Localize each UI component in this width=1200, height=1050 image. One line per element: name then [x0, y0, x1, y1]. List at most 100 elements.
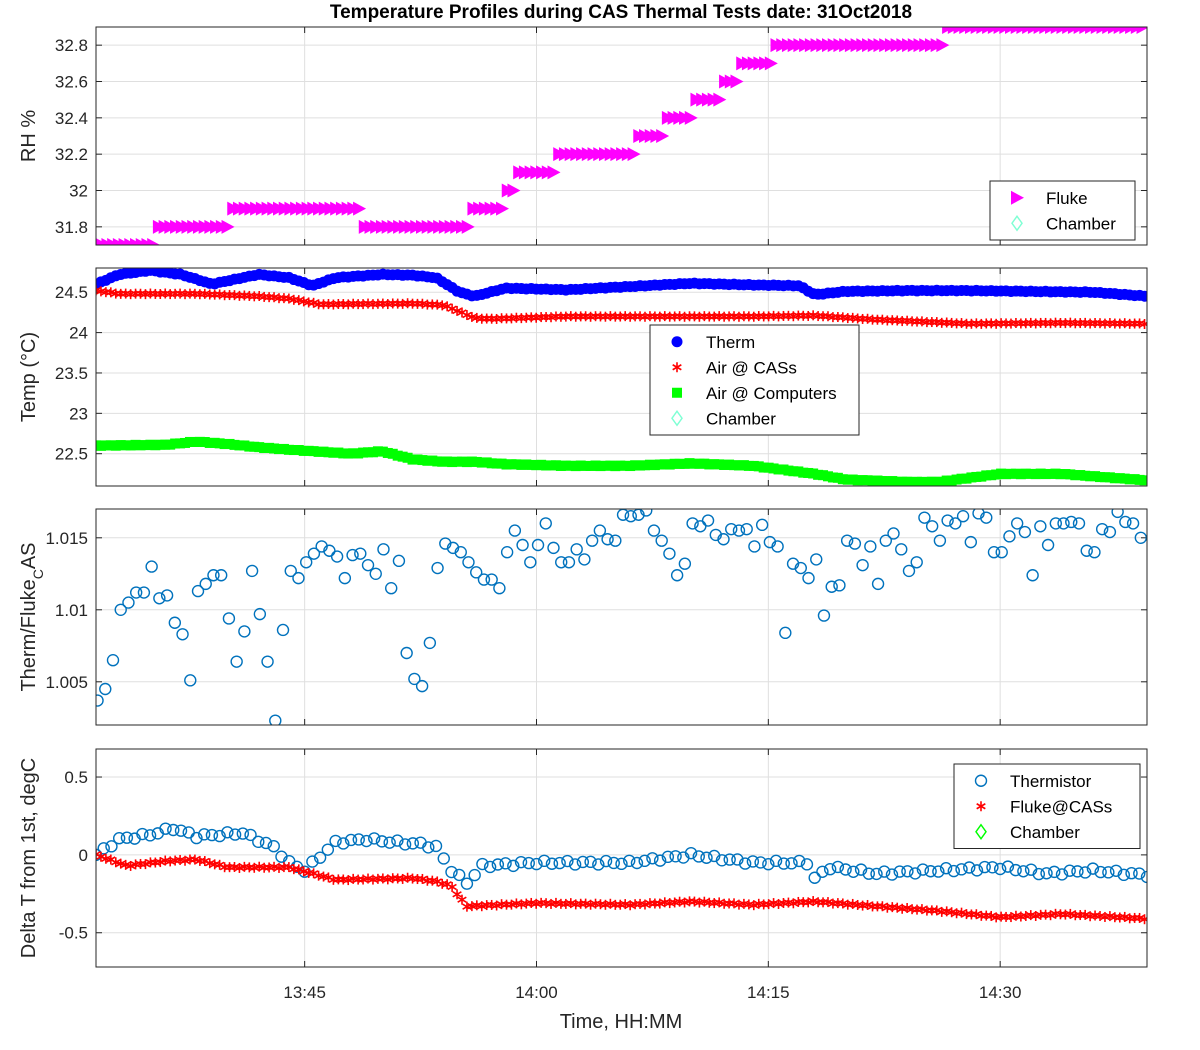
plot-area	[96, 509, 1147, 725]
data-point	[462, 310, 472, 321]
data-point	[1133, 867, 1146, 880]
data-point	[97, 842, 110, 855]
data-point	[661, 850, 675, 864]
data-point	[995, 546, 1008, 559]
data-point	[221, 826, 234, 839]
data-point	[701, 514, 715, 527]
legend-label: Thermistor	[1010, 772, 1092, 791]
data-point	[732, 524, 746, 537]
data-point	[932, 905, 942, 916]
data-point	[627, 147, 641, 162]
data-point	[871, 577, 885, 591]
data-point	[941, 514, 954, 527]
legend-marker	[672, 362, 682, 373]
data-point	[207, 569, 220, 582]
data-point	[1065, 515, 1078, 529]
data-point	[963, 861, 976, 874]
data-point	[491, 858, 505, 871]
data-point	[338, 571, 352, 585]
data-point	[1139, 914, 1147, 925]
data-point	[877, 901, 888, 912]
y-axis-label: Therm/FlukeCAS	[18, 542, 46, 691]
data-point	[236, 827, 250, 840]
data-point	[833, 579, 846, 592]
y-tick-label: 32.2	[55, 145, 88, 164]
data-point	[417, 873, 428, 884]
y-tick-label: 0.5	[64, 768, 88, 787]
data-point	[400, 646, 413, 660]
data-point	[346, 548, 359, 562]
data-point	[986, 910, 996, 921]
data-point	[462, 556, 475, 569]
data-point	[578, 553, 591, 566]
data-point	[160, 589, 174, 602]
data-point	[361, 558, 375, 572]
data-layer	[96, 509, 1147, 725]
data-point	[337, 837, 350, 850]
series-air-cass	[96, 285, 1147, 330]
data-point	[452, 305, 462, 316]
y-tick-label: 24	[69, 324, 88, 343]
data-point	[647, 524, 661, 537]
data-point	[122, 596, 135, 609]
data-point	[971, 909, 982, 920]
data-point	[1063, 864, 1076, 877]
data-point	[191, 584, 205, 598]
y-tick-label: 32.6	[55, 73, 88, 92]
data-point	[1041, 538, 1055, 552]
data-point	[422, 841, 435, 854]
data-point	[623, 854, 636, 868]
data-point	[321, 843, 335, 856]
data-point	[933, 534, 947, 547]
data-point	[483, 860, 497, 874]
data-point	[470, 566, 483, 579]
y-tick-label: 32	[69, 182, 88, 201]
data-point	[96, 694, 104, 707]
data-point	[136, 827, 149, 841]
data-point	[762, 858, 775, 871]
legend-label: Fluke	[1046, 189, 1088, 208]
data-point	[902, 564, 916, 578]
x-tick-label: 14:00	[515, 983, 558, 1002]
data-point	[221, 219, 235, 234]
data-point	[793, 854, 806, 868]
data-layer	[96, 268, 1147, 486]
data-point	[949, 517, 962, 530]
series-fluke-cass	[96, 849, 1147, 925]
legend-label: Chamber	[1010, 823, 1080, 842]
data-point	[1139, 319, 1147, 330]
data-point	[143, 829, 157, 842]
data-point	[862, 867, 875, 880]
data-point	[298, 866, 309, 877]
legend-box	[989, 180, 1136, 241]
data-point	[125, 860, 136, 871]
data-point	[887, 527, 900, 540]
data-point	[653, 854, 667, 867]
data-point	[147, 238, 161, 245]
data-point	[1109, 864, 1123, 877]
data-point	[854, 863, 868, 876]
data-point	[656, 129, 670, 143]
data-point	[1072, 517, 1086, 530]
data-point	[1017, 865, 1030, 878]
data-point	[678, 557, 692, 570]
data-point	[184, 674, 197, 687]
data-point	[964, 535, 978, 549]
data-point	[377, 543, 390, 556]
data-point	[276, 623, 290, 637]
data-point	[105, 840, 118, 853]
data-point	[205, 828, 219, 842]
data-point	[730, 74, 744, 89]
data-point	[748, 540, 761, 553]
data-point	[895, 543, 908, 556]
chart-title: Temperature Profiles during CAS Thermal …	[330, 2, 912, 23]
y-tick-label: 32.4	[55, 109, 88, 128]
data-point	[956, 510, 970, 523]
y-axis-label-suffix: AS	[18, 542, 40, 569]
data-point	[817, 609, 831, 622]
data-point	[615, 857, 628, 871]
tick-marks	[304, 509, 1001, 725]
data-point	[300, 556, 313, 569]
